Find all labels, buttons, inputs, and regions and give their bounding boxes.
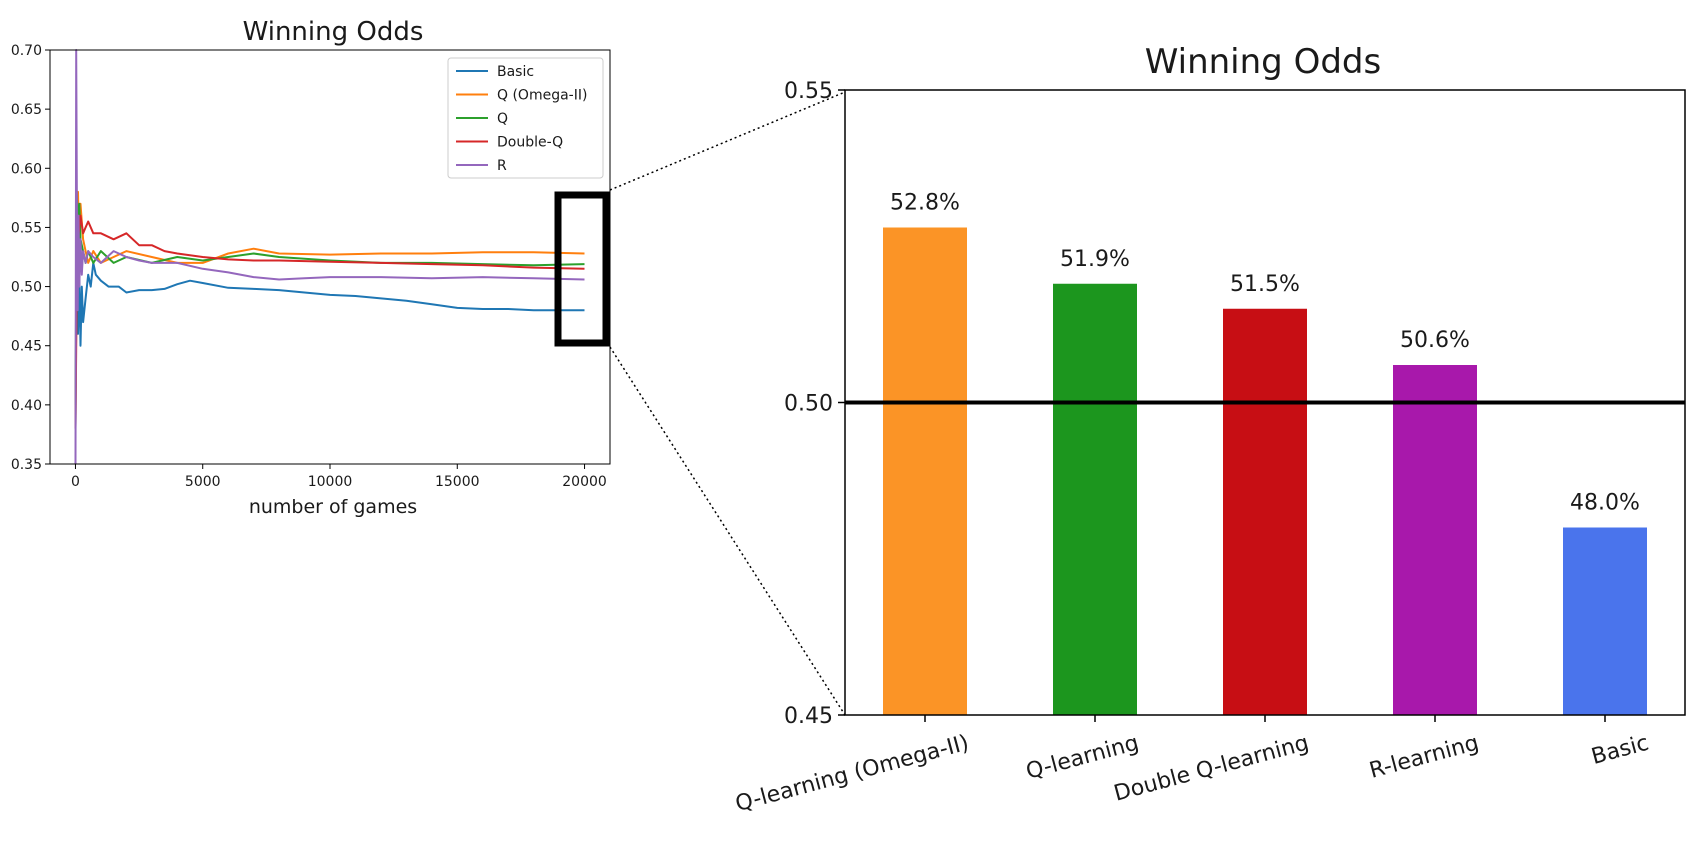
series-line-basic: [74, 226, 585, 429]
series-line-q: [74, 190, 585, 405]
x-tick-label: 20000: [562, 474, 607, 490]
line-chart-legend: Basic Q (Omega-II) Q Double-Q R: [447, 57, 604, 179]
bar-chart-value-labels: 52.8% 51.9% 51.5% 50.6% 48.0%: [890, 191, 1640, 516]
line-chart-plot-area: [74, 49, 585, 465]
bar-chart-y-axis: 0.55 0.50 0.45: [784, 79, 845, 729]
bar-value-label: 51.9%: [1060, 247, 1130, 272]
line-chart-y-axis: 0.70 0.65 0.60 0.55 0.50 0.45 0.40 0.35: [11, 43, 50, 473]
bar-chart-bars: [883, 227, 1647, 715]
zoom-connector-top: [609, 91, 846, 191]
y-tick-label: 0.45: [11, 339, 42, 355]
bar-chart-title: Winning Odds: [1145, 42, 1381, 82]
y-tick-label: 0.45: [784, 704, 833, 729]
line-chart-title: Winning Odds: [243, 17, 424, 47]
y-tick-label: 0.65: [11, 102, 42, 118]
bar-r-learning: [1393, 365, 1477, 715]
zoom-box: [554, 191, 610, 347]
legend-label: Q: [497, 111, 508, 127]
bar-value-label: 48.0%: [1570, 491, 1640, 516]
y-tick-label: 0.35: [11, 457, 42, 473]
legend-label: Basic: [497, 64, 534, 80]
bar-q-learning-omega-ii-: [883, 227, 967, 715]
line-chart-x-axis: 0 5000 10000 15000 20000: [71, 464, 607, 490]
y-tick-label: 0.70: [11, 43, 42, 59]
y-tick-label: 0.40: [11, 398, 42, 414]
series-line-q-omega-ii-: [74, 190, 585, 429]
x-tick-label: R-learning: [1367, 731, 1482, 784]
x-tick-label: Double Q-learning: [1111, 731, 1311, 807]
legend-label: R: [497, 158, 507, 174]
y-tick-label: 0.55: [11, 220, 42, 236]
bar-double-q-learning: [1223, 308, 1307, 715]
x-tick-label: Q-learning: [1023, 731, 1141, 785]
y-tick-label: 0.60: [11, 161, 42, 177]
legend-label: Q (Omega-II): [497, 88, 587, 104]
zoom-indicator: [554, 91, 846, 716]
bar-basic: [1563, 527, 1647, 715]
y-tick-label: 0.50: [784, 392, 833, 417]
series-line-r: [74, 49, 585, 465]
x-tick-label: 15000: [435, 474, 480, 490]
legend-label: Double-Q: [497, 135, 563, 151]
bar-value-label: 51.5%: [1230, 272, 1300, 297]
line-chart: Winning Odds 0.70 0.65 0.60 0.55 0.50 0.45 0.4…: [11, 17, 611, 518]
y-tick-label: 0.50: [11, 280, 42, 296]
x-tick-label: Q-learning (Omega-II): [733, 731, 972, 817]
bar-chart: Winning Odds 0.55 0.50 0.45 Q-learning (Om…: [733, 42, 1686, 817]
x-tick-label: 10000: [308, 474, 353, 490]
x-tick-label: Basic: [1589, 731, 1652, 770]
bar-value-label: 50.6%: [1400, 328, 1470, 353]
legend-box: [447, 57, 604, 179]
bar-q-learning: [1053, 283, 1137, 715]
bar-value-label: 52.8%: [890, 191, 960, 216]
x-tick-label: 0: [71, 474, 80, 490]
line-chart-x-label: number of games: [249, 496, 417, 518]
x-tick-label: 5000: [185, 474, 221, 490]
series-line-double-q: [74, 214, 585, 429]
y-tick-label: 0.55: [784, 79, 833, 104]
